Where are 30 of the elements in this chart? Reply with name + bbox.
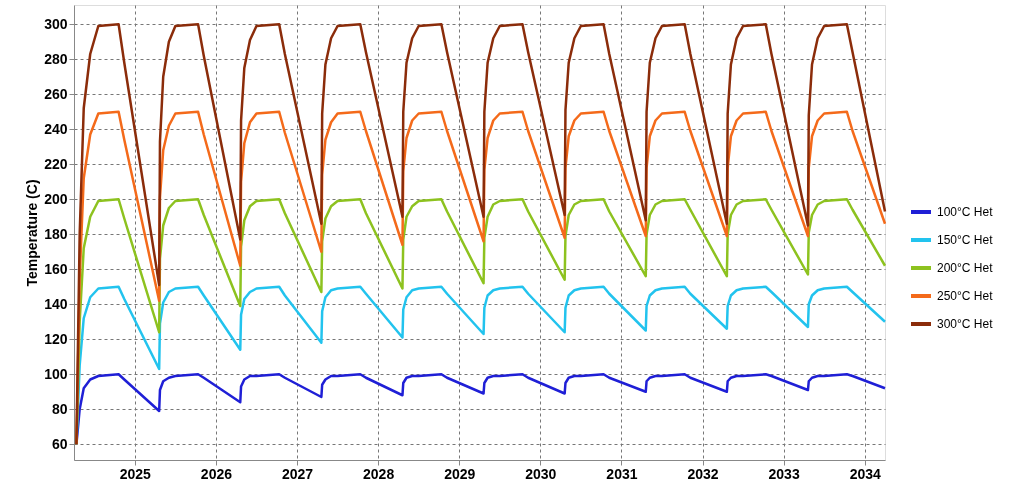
legend-label: 300°C Het <box>937 317 994 331</box>
x-tick-label: 2026 <box>200 465 233 482</box>
legend-label: 100°C Het <box>937 205 994 219</box>
y-tick-label: 200 <box>44 190 68 207</box>
y-axis-title: Temperature (C) <box>24 179 41 287</box>
x-tick-label: 2034 <box>849 465 882 482</box>
y-tick-label: 260 <box>44 85 68 102</box>
y-tick-label: 240 <box>44 120 68 137</box>
x-tick-label: 2025 <box>119 465 152 482</box>
legend-label: 150°C Het <box>937 233 994 247</box>
x-tick-label: 2033 <box>768 465 800 482</box>
y-tick-label: 300 <box>44 15 68 32</box>
y-tick-label: 60 <box>51 435 68 452</box>
x-tick-label: 2029 <box>444 465 476 482</box>
y-tick-label: 180 <box>44 225 68 242</box>
y-tick-label: 120 <box>44 330 68 347</box>
line-series <box>75 23 887 446</box>
y-tick-label: 280 <box>44 50 68 67</box>
x-tick-label: 2031 <box>606 465 638 482</box>
x-tick-label: 2032 <box>687 465 719 482</box>
legend-label: 200°C Het <box>937 261 994 275</box>
y-tick-label: 220 <box>44 155 68 172</box>
legend-label: 250°C Het <box>937 289 994 303</box>
y-tick-label: 100 <box>44 365 68 382</box>
x-tick-label: 2027 <box>281 465 314 482</box>
x-tick-label: 2028 <box>363 465 395 482</box>
y-tick-label: 160 <box>44 260 68 277</box>
y-tick-label: 140 <box>44 295 68 312</box>
y-tick-label: 80 <box>51 400 68 417</box>
x-tick-label: 2030 <box>525 465 557 482</box>
